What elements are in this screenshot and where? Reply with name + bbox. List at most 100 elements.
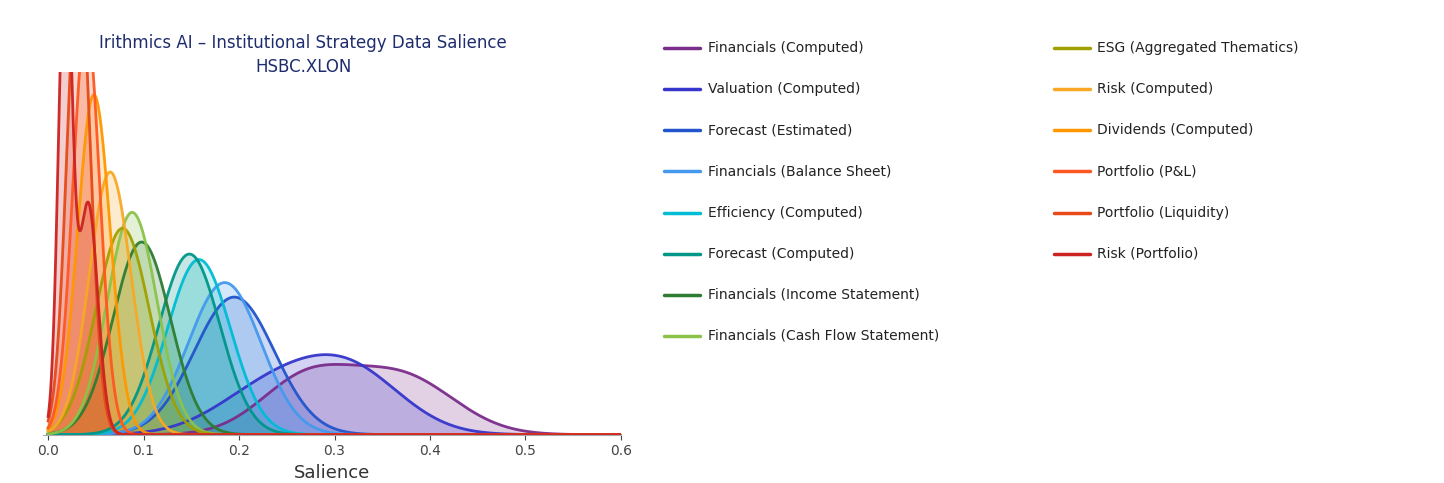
ESG (Aggregated Thematics) [114,226,131,231]
Financials (Balance Sheet) [110,430,127,436]
Financials (Cash Flow Statement) [110,239,127,245]
Financials (Computed) [39,432,56,438]
Portfolio (Liquidity) [277,432,295,438]
Forecast (Estimated) [305,412,322,418]
Risk (Computed) [110,192,127,198]
ESG (Aggregated Thematics) [648,432,666,438]
Risk (Computed) [39,428,56,434]
Portfolio (P&L) [39,425,56,431]
Financials (Income Statement) [580,432,598,438]
Valuation (Computed) [648,432,666,438]
Text: Risk (Portfolio): Risk (Portfolio) [1097,247,1199,260]
Financials (Computed) [328,361,345,367]
Financials (Income Statement) [147,261,165,267]
Line: Forecast (Estimated): Forecast (Estimated) [48,297,669,435]
Portfolio (P&L) [660,432,677,438]
Portfolio (P&L) [580,432,598,438]
Text: Irithmics AI – Institutional Strategy Data Salience: Irithmics AI – Institutional Strategy Da… [100,34,507,52]
ESG (Aggregated Thematics) [277,432,295,438]
Valuation (Computed) [305,353,322,359]
ESG (Aggregated Thematics) [39,427,56,433]
Financials (Cash Flow Statement) [123,210,140,215]
Text: Portfolio (Liquidity): Portfolio (Liquidity) [1097,206,1230,219]
Forecast (Estimated) [147,412,165,417]
Valuation (Computed) [147,427,165,433]
ESG (Aggregated Thematics) [147,337,165,343]
ESG (Aggregated Thematics) [305,432,322,438]
Risk (Portfolio) [448,432,465,438]
Forecast (Estimated) [580,432,598,438]
Text: Efficiency (Computed): Efficiency (Computed) [708,206,862,219]
Risk (Portfolio) [147,432,165,438]
Financials (Cash Flow Statement) [648,432,666,438]
Portfolio (P&L) [147,432,165,438]
Financials (Computed) [305,364,322,370]
Financials (Income Statement) [110,291,127,297]
Forecast (Computed) [110,419,127,425]
Valuation (Computed) [39,432,56,438]
Efficiency (Computed) [110,425,127,431]
Text: Financials (Balance Sheet): Financials (Balance Sheet) [708,165,891,178]
Forecast (Computed) [39,432,56,438]
Forecast (Estimated) [225,294,243,300]
Forecast (Computed) [580,432,598,438]
Financials (Cash Flow Statement) [660,432,677,438]
Financials (Balance Sheet) [39,432,56,438]
Risk (Computed) [277,432,295,438]
Portfolio (P&L) [78,19,95,25]
Risk (Computed) [580,432,598,438]
Risk (Portfolio) [582,432,599,438]
Forecast (Estimated) [648,432,666,438]
Line: Portfolio (P&L): Portfolio (P&L) [48,22,669,435]
Dividends (Computed) [305,432,322,438]
ESG (Aggregated Thematics) [580,432,598,438]
Financials (Computed) [110,432,127,438]
Forecast (Estimated) [660,432,677,438]
Text: Portfolio (P&L): Portfolio (P&L) [1097,165,1197,178]
Line: Valuation (Computed): Valuation (Computed) [48,355,669,435]
Forecast (Computed) [305,432,322,438]
Efficiency (Computed) [648,432,666,438]
Efficiency (Computed) [580,432,598,438]
Efficiency (Computed) [660,432,677,438]
Line: Financials (Cash Flow Statement): Financials (Cash Flow Statement) [48,213,669,435]
Financials (Income Statement) [133,239,150,245]
Line: Financials (Balance Sheet): Financials (Balance Sheet) [48,283,669,435]
Text: HSBC.XLON: HSBC.XLON [256,58,351,76]
Financials (Income Statement) [660,432,677,438]
Financials (Income Statement) [648,432,666,438]
Portfolio (P&L) [277,432,295,438]
Efficiency (Computed) [305,431,322,437]
Forecast (Estimated) [110,429,127,435]
Financials (Income Statement) [305,432,322,438]
Line: Efficiency (Computed): Efficiency (Computed) [48,259,669,435]
Risk (Portfolio) [648,432,666,438]
Line: Financials (Income Statement): Financials (Income Statement) [48,242,669,435]
Line: Risk (Portfolio): Risk (Portfolio) [48,0,669,435]
Efficiency (Computed) [39,432,56,438]
ESG (Aggregated Thematics) [660,432,677,438]
Forecast (Computed) [147,333,165,339]
Dividends (Computed) [660,432,677,438]
Text: Risk (Computed): Risk (Computed) [1097,83,1214,96]
Portfolio (P&L) [305,432,322,438]
Text: Forecast (Computed): Forecast (Computed) [708,247,853,260]
Risk (Portfolio) [305,432,322,438]
Dividends (Computed) [580,432,598,438]
Financials (Computed) [580,432,598,438]
Valuation (Computed) [660,432,677,438]
Financials (Balance Sheet) [217,280,234,285]
Portfolio (Liquidity) [147,432,165,438]
Forecast (Computed) [277,431,295,437]
Line: Dividends (Computed): Dividends (Computed) [48,95,669,435]
Dividends (Computed) [147,432,165,438]
Portfolio (P&L) [593,432,611,438]
Efficiency (Computed) [147,364,165,369]
Risk (Portfolio) [660,432,677,438]
Risk (Portfolio) [39,413,56,419]
Dividends (Computed) [648,432,666,438]
Portfolio (P&L) [648,432,666,438]
Text: Valuation (Computed): Valuation (Computed) [708,83,861,96]
Financials (Income Statement) [39,431,56,437]
Financials (Cash Flow Statement) [147,291,165,297]
